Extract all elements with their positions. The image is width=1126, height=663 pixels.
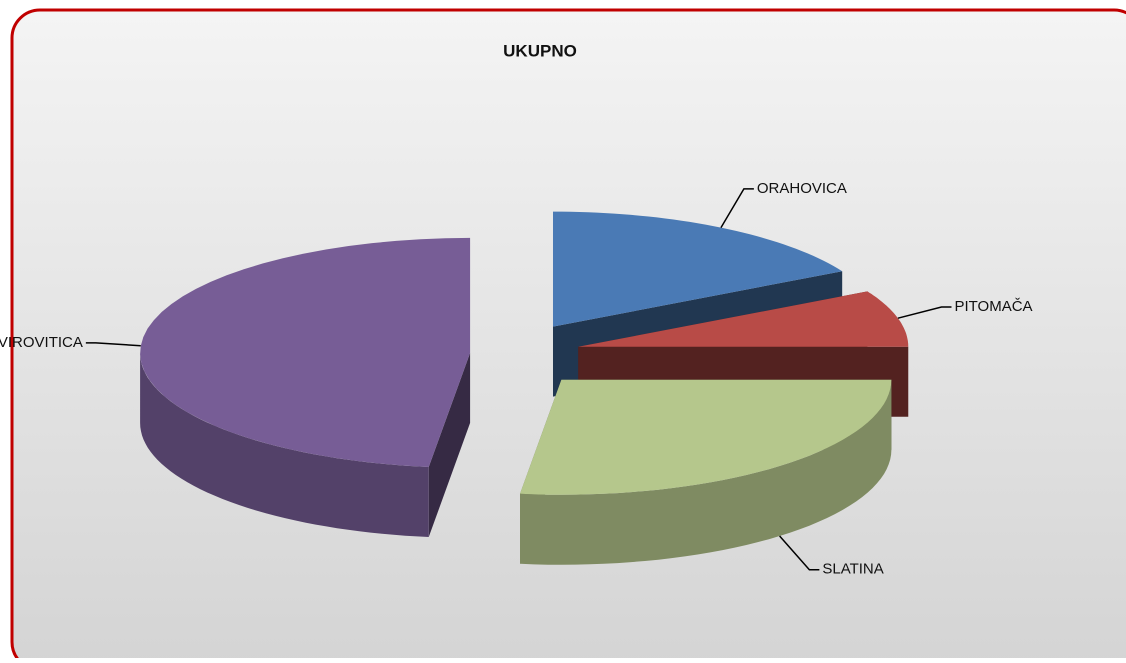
slice-top [520, 379, 892, 495]
slice-label: ORAHOVICA [757, 180, 847, 197]
pie: ORAHOVICA PITOMAČA SLATINA VIROVITICA [0, 180, 1033, 578]
leader-line [85, 342, 141, 347]
leader-line [779, 535, 820, 571]
slice-label: PITOMAČA [954, 298, 1032, 315]
slice-top [552, 211, 843, 327]
leader-line [897, 306, 952, 319]
slice [140, 237, 471, 538]
slice-top [140, 237, 471, 467]
slice-wall [428, 352, 471, 538]
slice-label: SLATINA [822, 561, 883, 578]
slice-top [578, 291, 909, 347]
chart-title: UKUPNO [503, 41, 577, 60]
slice [520, 379, 892, 565]
slice-label: VIROVITICA [0, 334, 83, 351]
slice-side [520, 379, 892, 565]
slice-side [140, 352, 429, 537]
leader-line [720, 188, 754, 228]
